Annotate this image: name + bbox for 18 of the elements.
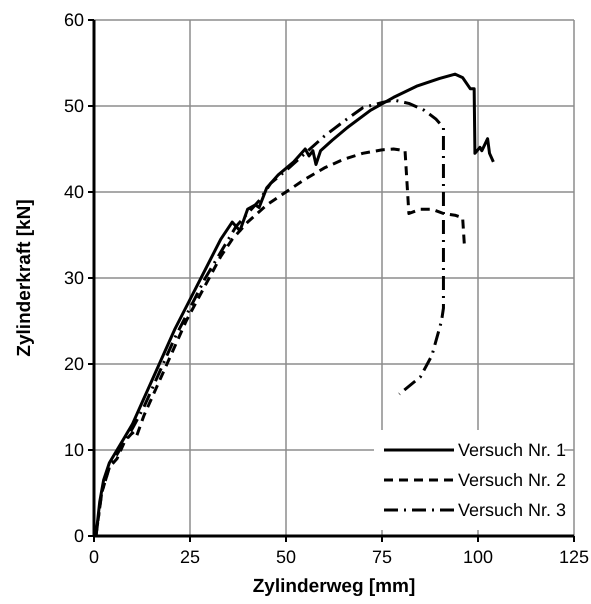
x-tick-label: 100	[462, 547, 494, 567]
y-axis-title: Zylinderkraft [kN]	[14, 199, 35, 357]
legend-label: Versuch Nr. 2	[458, 470, 566, 490]
x-tick-label: 25	[180, 547, 200, 567]
y-tick-label: 10	[64, 440, 84, 460]
x-tick-label: 125	[558, 547, 590, 567]
x-axis-title: Zylinderweg [mm]	[252, 576, 416, 597]
y-tick-label: 20	[64, 354, 84, 374]
y-tick-label: 40	[64, 182, 84, 202]
y-tick-label: 0	[74, 526, 84, 546]
x-tick-label: 50	[276, 547, 296, 567]
y-tick-label: 30	[64, 268, 84, 288]
y-tick-label: 50	[64, 96, 84, 116]
x-tick-label: 0	[88, 547, 100, 567]
x-tick-label: 75	[372, 547, 392, 567]
y-tick-label: 60	[64, 10, 84, 30]
legend-label: Versuch Nr. 1	[458, 440, 566, 460]
legend-label: Versuch Nr. 3	[458, 500, 566, 520]
